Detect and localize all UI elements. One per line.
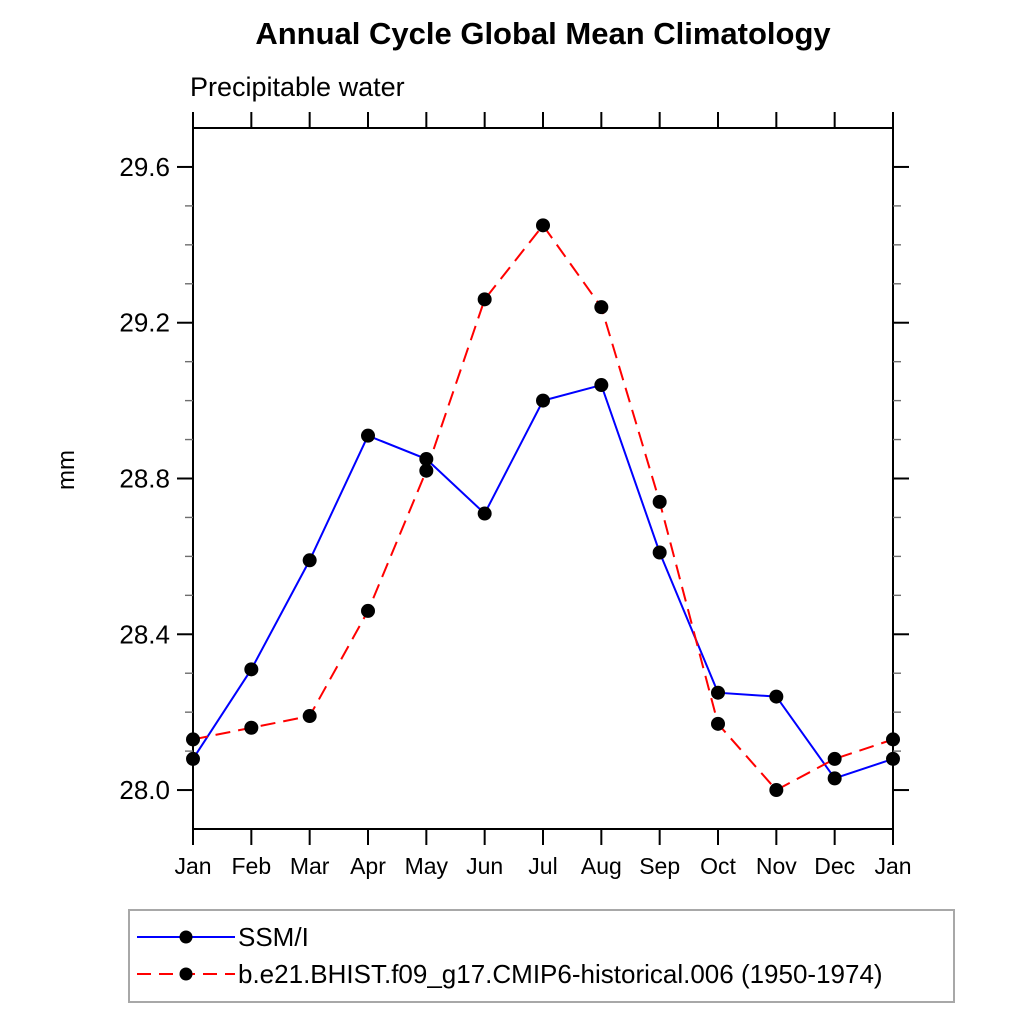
x-axis-tick-label: Dec [814,853,855,879]
data-point-1 [594,300,609,315]
y-axis-tick-label: 29.6 [119,152,170,182]
data-point-1 [652,494,667,509]
data-point-1 [302,709,317,724]
legend-marker-dot [179,930,193,944]
x-axis-tick-label: Apr [350,853,386,879]
data-point-1 [536,218,550,233]
data-point-1 [769,783,784,798]
data-point-0 [886,751,900,766]
data-point-1 [361,603,375,618]
x-axis-tick-label: Feb [232,853,272,879]
y-axis-tick-label: 29.2 [119,308,170,338]
legend-label-ssmi: SSM/I [238,921,309,952]
data-point-0 [536,393,550,408]
series-line-1 [192,223,894,792]
y-axis-tick-label: 28.4 [119,619,170,649]
legend-sample-dashed-line [137,967,235,981]
data-point-1 [419,463,434,478]
data-point-0 [419,452,434,467]
legend-item-ssmi: SSM/I [134,922,309,952]
chart-subtitle: Precipitable water [190,72,405,102]
x-axis-tick-label: Nov [756,853,797,879]
legend-marker-dot [179,967,193,981]
data-point-0 [652,545,667,560]
x-axis-tick-label: May [405,853,449,879]
data-point-1 [827,751,842,766]
x-axis-tick-label: Jan [874,853,911,879]
data-point-1 [244,720,259,735]
x-axis-tick-label: Jun [466,853,503,879]
data-point-0 [302,553,317,568]
plot-frame [192,127,894,830]
data-point-0 [244,662,259,677]
data-point-0 [477,506,492,521]
data-point-0 [711,685,725,700]
data-point-1 [186,732,200,747]
data-point-0 [361,428,375,443]
data-point-1 [886,732,900,747]
x-axis-tick-label: Aug [581,853,622,879]
data-point-0 [827,771,842,786]
legend-label-model: b.e21.BHIST.f09_g17.CMIP6-historical.006… [238,958,883,989]
legend-box: SSM/I b.e21.BHIST.f09_g17.CMIP6-historic… [128,909,955,1003]
x-axis-tick-label: Mar [290,853,330,879]
legend-sample-solid-line [137,930,235,944]
legend-item-model: b.e21.BHIST.f09_g17.CMIP6-historical.006… [134,959,883,989]
data-point-1 [477,292,492,307]
x-axis-tick-label: Jul [528,853,557,879]
x-axis-tick-label: Oct [700,853,736,879]
x-axis-tick-label: Sep [639,853,680,879]
x-axis-tick-label: Jan [174,853,211,879]
data-point-1 [711,716,725,731]
data-point-0 [769,689,784,704]
y-axis-tick-label: 28.8 [119,464,170,494]
y-axis-tick-label: 28.0 [119,775,170,805]
chart-title: Annual Cycle Global Mean Climatology [255,16,831,51]
data-point-0 [186,751,200,766]
data-point-0 [594,378,609,393]
